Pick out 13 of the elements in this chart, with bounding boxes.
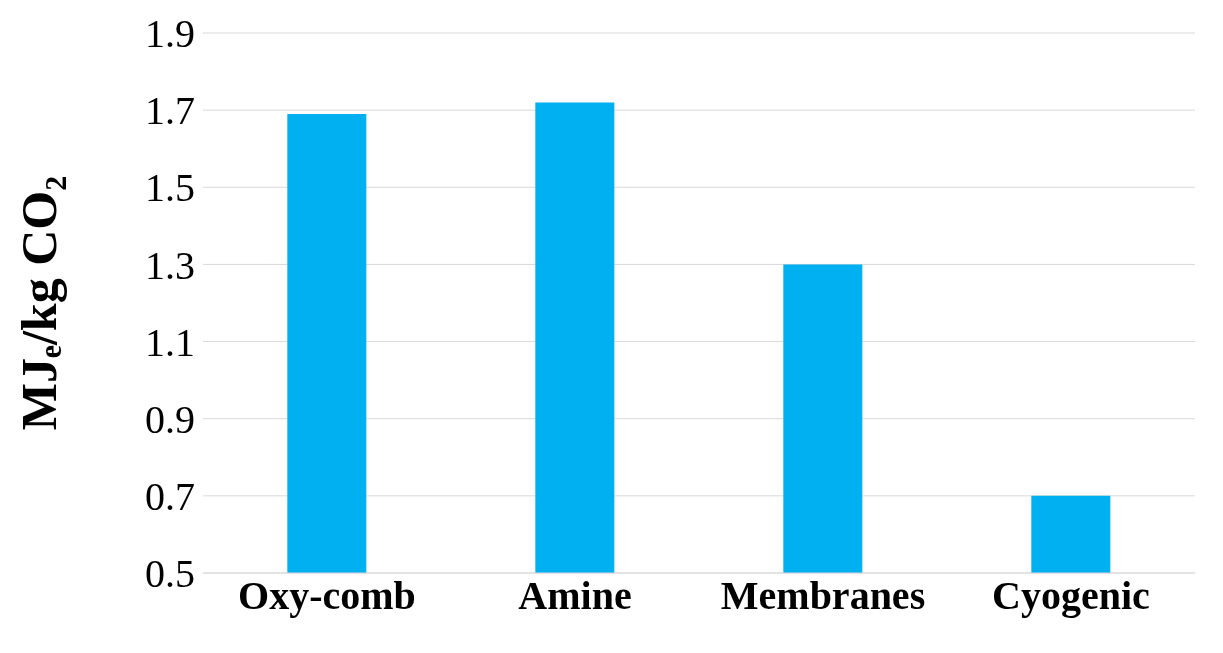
x-tick-label: Oxy-comb (238, 573, 416, 619)
y-tick-label: 1.7 (145, 88, 195, 134)
y-tick-label: 1.9 (145, 11, 195, 57)
y-tick-label: 0.9 (145, 396, 195, 442)
y-tick-label: 0.5 (145, 551, 195, 597)
y-axis-title: MJₑ/kg CO₂ (10, 175, 67, 431)
x-tick-label: Membranes (720, 573, 926, 619)
y-tick-label: 0.7 (145, 474, 195, 520)
x-tick-label: Amine (518, 573, 632, 619)
y-tick-label: 1.1 (145, 319, 195, 365)
y-tick-label: 1.3 (145, 242, 195, 288)
x-tick-label: Cyogenic (992, 573, 1150, 619)
y-tick-label: 1.5 (145, 165, 195, 211)
